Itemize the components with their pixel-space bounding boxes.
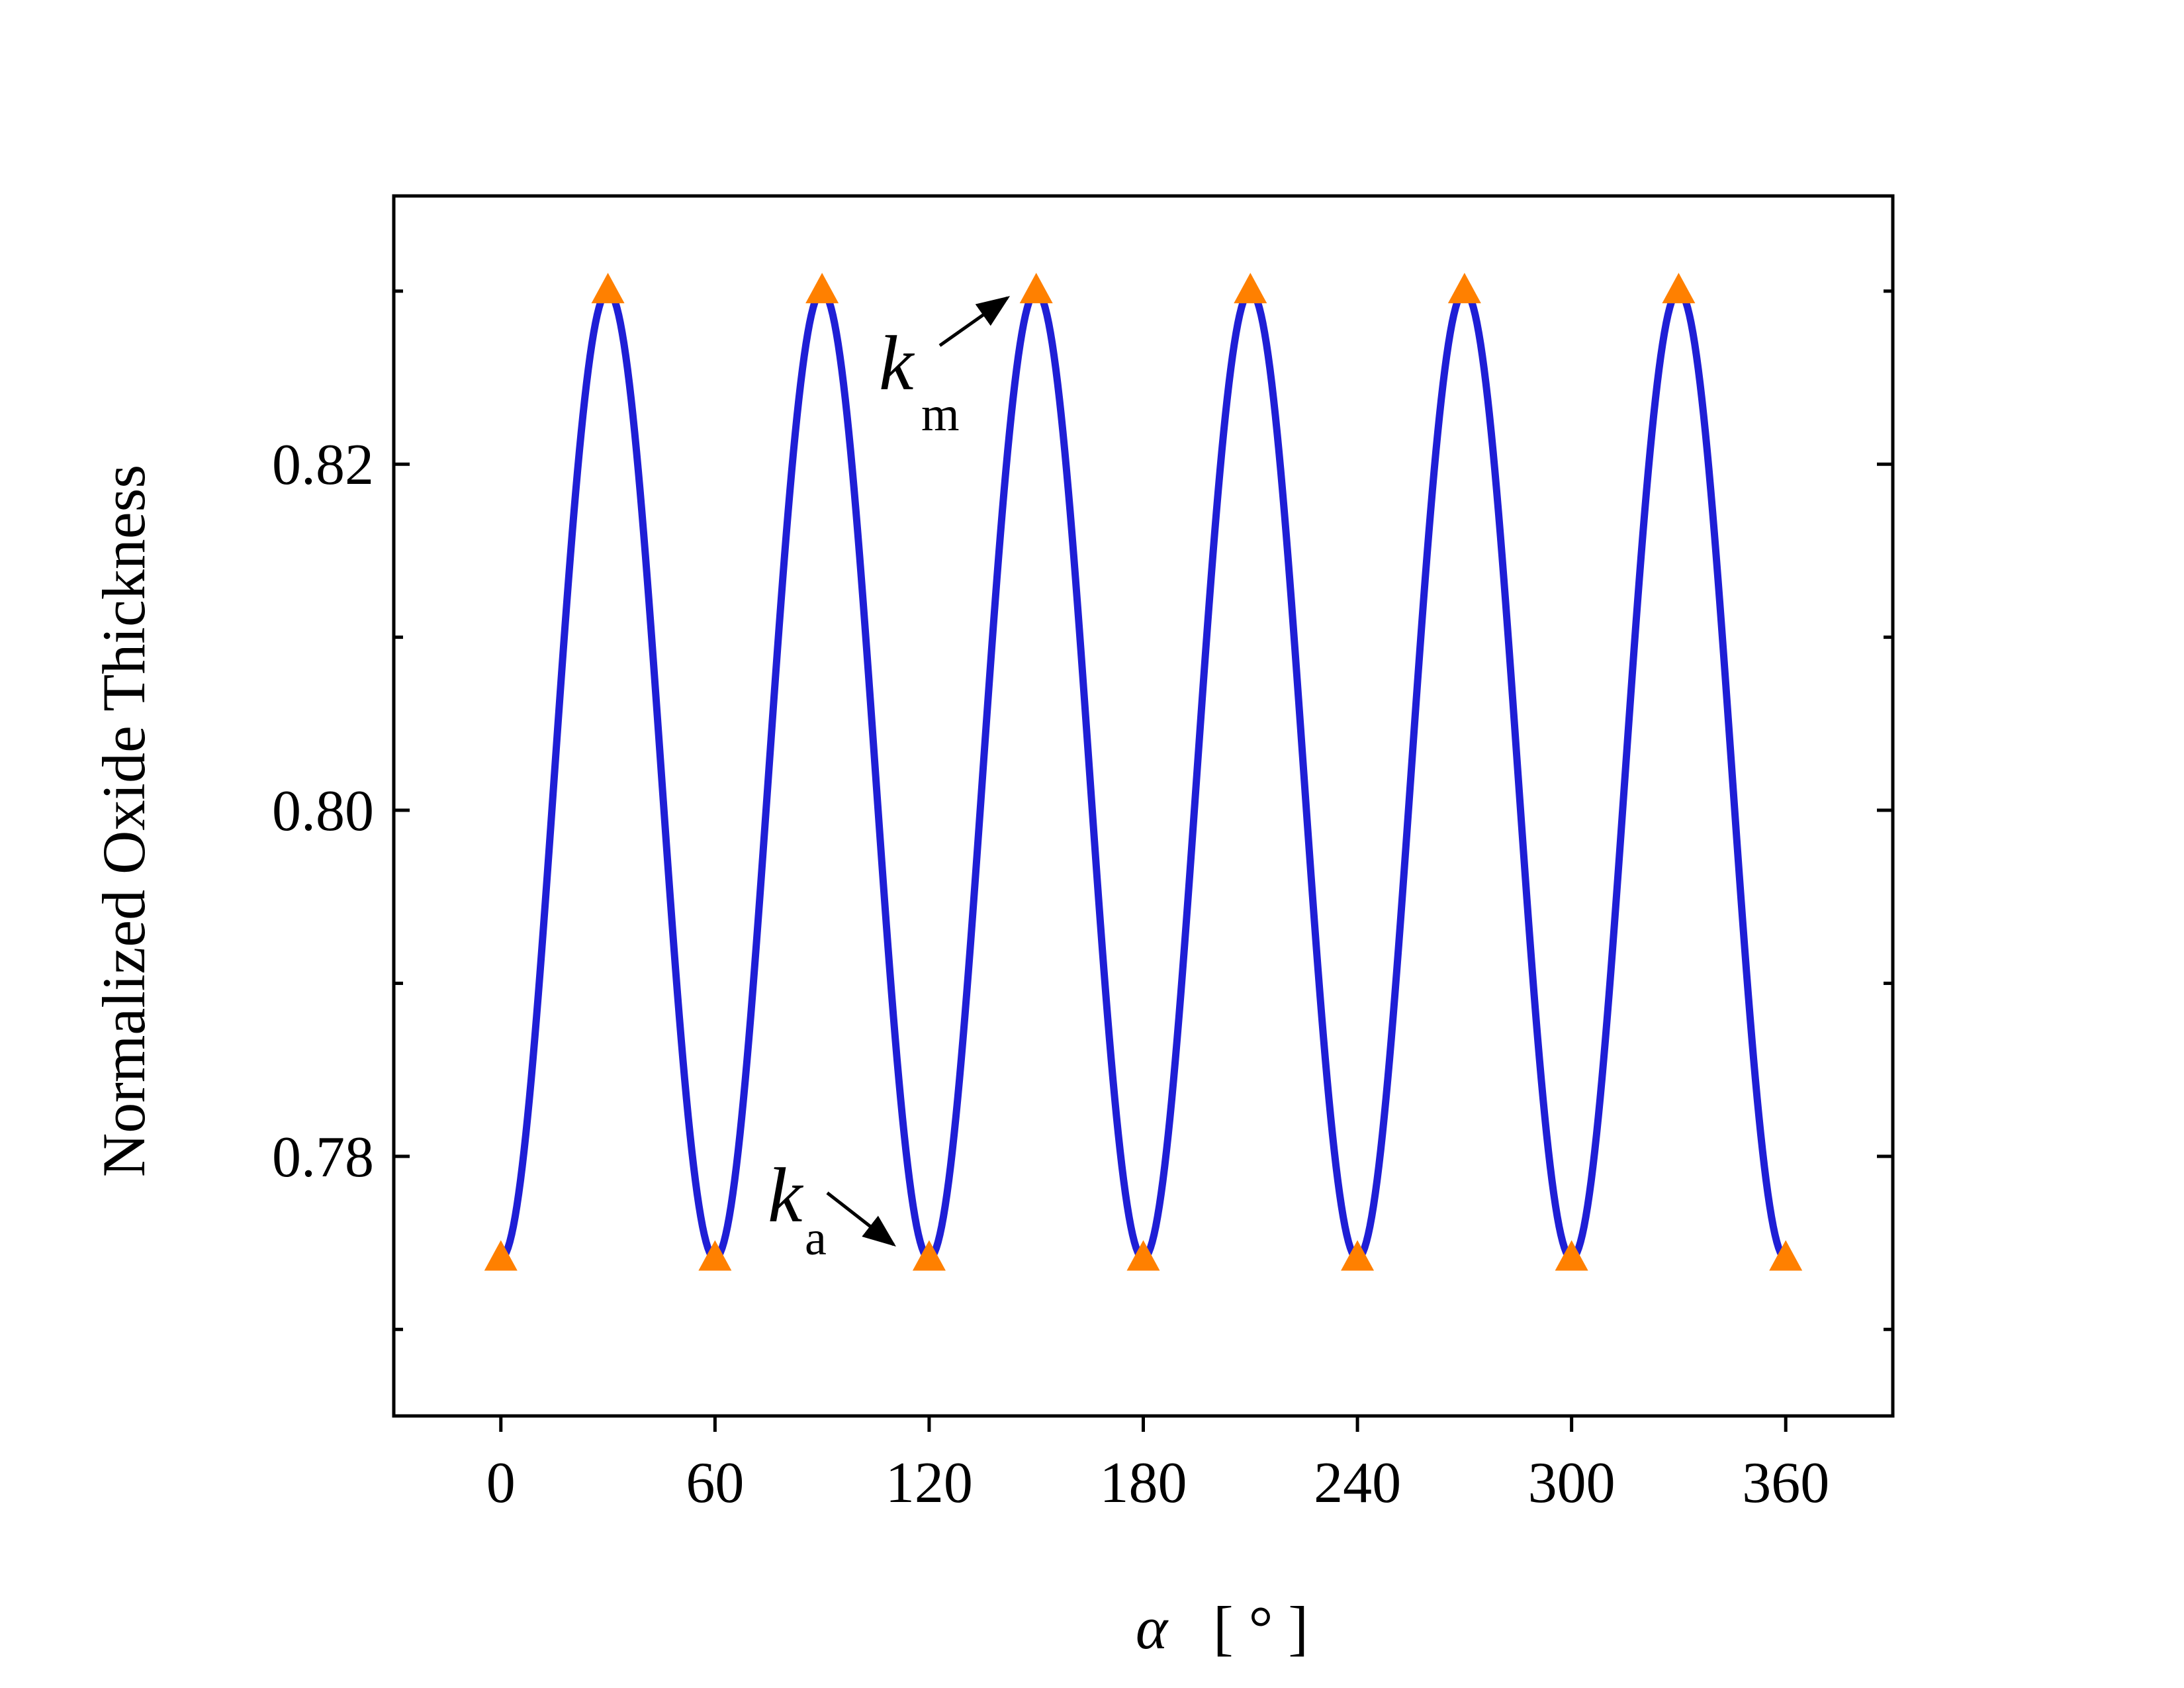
- x-tick-label: 60: [686, 1451, 744, 1515]
- series-markers: [484, 273, 1803, 1271]
- y-axis-title: Normalized Oxide Thickness: [90, 465, 158, 1177]
- data-point-triangle: [591, 273, 625, 304]
- annotation-k-m-subscript: m: [921, 387, 960, 442]
- x-tick-label: 120: [886, 1451, 973, 1515]
- annotation-k-m: k m: [879, 296, 1011, 442]
- y-tick-label: 0.82: [272, 433, 374, 497]
- x-tick-label: 240: [1314, 1451, 1401, 1515]
- axis-ticks: [394, 289, 1893, 1432]
- series-curve: [498, 287, 1788, 1262]
- annotation-k-a: k a: [768, 1152, 896, 1266]
- annotation-k-a-arrow: [826, 1192, 896, 1247]
- data-point-triangle: [1341, 1240, 1375, 1271]
- data-point-triangle: [805, 273, 839, 304]
- y-tick-label: 0.78: [272, 1125, 374, 1190]
- plot-frame: [392, 194, 1895, 1418]
- data-point-triangle: [484, 1240, 518, 1271]
- data-point-triangle: [1769, 1240, 1803, 1271]
- data-point-triangle: [912, 1240, 946, 1271]
- annotation-k-a-symbol: k: [768, 1152, 804, 1239]
- data-point-triangle: [1662, 273, 1696, 304]
- axis-tick-labels: 0 60 120 180 240 300 360 0.78 0.80 0.82: [272, 433, 1829, 1515]
- annotation-k-m-symbol: k: [879, 320, 915, 406]
- data-point-triangle: [1555, 1240, 1588, 1271]
- data-point-triangle: [1126, 1240, 1160, 1271]
- data-point-triangle: [698, 1240, 732, 1271]
- annotation-k-m-arrow: [938, 296, 1011, 348]
- data-point-triangle: [1019, 273, 1053, 304]
- y-tick-label: 0.80: [272, 779, 374, 843]
- data-point-triangle: [1447, 273, 1481, 304]
- x-axis-unit: [ ° ]: [1213, 1594, 1308, 1662]
- data-point-triangle: [1234, 273, 1267, 304]
- x-tick-label: 180: [1100, 1451, 1187, 1515]
- x-axis-symbol: α: [1136, 1594, 1169, 1662]
- annotation-k-a-subscript: a: [805, 1211, 827, 1266]
- x-tick-label: 360: [1742, 1451, 1829, 1515]
- x-tick-label: 300: [1528, 1451, 1615, 1515]
- x-tick-label: 0: [486, 1451, 516, 1515]
